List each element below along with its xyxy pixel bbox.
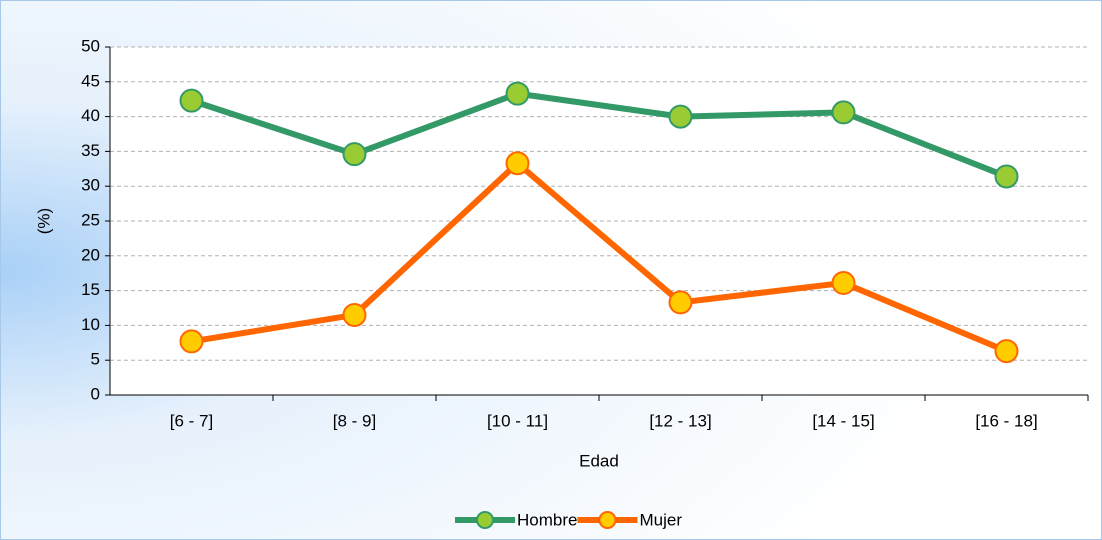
data-point <box>994 339 1019 364</box>
y-tick-label: 40 <box>81 106 100 125</box>
data-point <box>668 104 693 129</box>
legend-marker <box>598 511 617 529</box>
data-point <box>994 164 1019 189</box>
data-point <box>505 81 530 106</box>
x-tick-label: [10 - 11] <box>487 411 548 430</box>
y-tick-label: 50 <box>81 36 100 55</box>
x-tick-label: [16 - 18] <box>975 411 1037 430</box>
data-point <box>179 329 204 354</box>
data-point <box>831 270 856 295</box>
data-point <box>668 290 693 315</box>
x-axis-label: Edad <box>579 451 619 470</box>
data-point <box>342 142 367 167</box>
y-tick-label: 10 <box>81 315 100 334</box>
data-point <box>179 88 204 113</box>
y-tick-label: 45 <box>81 71 100 90</box>
series-line <box>190 90 1008 180</box>
series-line <box>191 160 1008 354</box>
data-point <box>505 151 530 176</box>
legend-label: Hombre <box>517 510 577 529</box>
y-tick-label: 35 <box>81 141 100 160</box>
legend-marker <box>476 511 494 529</box>
y-axis-label: (%) <box>34 208 53 234</box>
y-tick-label: 30 <box>81 176 100 195</box>
data-point <box>831 100 856 125</box>
y-tick-label: 25 <box>81 210 100 229</box>
plot-area <box>110 47 1088 395</box>
y-tick-label: 0 <box>91 384 100 403</box>
x-tick-label: [6 - 7] <box>170 411 213 430</box>
y-tick-label: 5 <box>91 350 100 369</box>
y-tick-label: 20 <box>81 245 100 264</box>
x-tick-label: [12 - 13] <box>649 411 711 430</box>
y-tick-label: 15 <box>81 280 100 299</box>
data-point <box>342 302 367 327</box>
legend-label: Mujer <box>639 510 682 529</box>
x-tick-label: [8 - 9] <box>333 411 376 430</box>
x-tick-label: [14 - 15] <box>812 411 874 430</box>
